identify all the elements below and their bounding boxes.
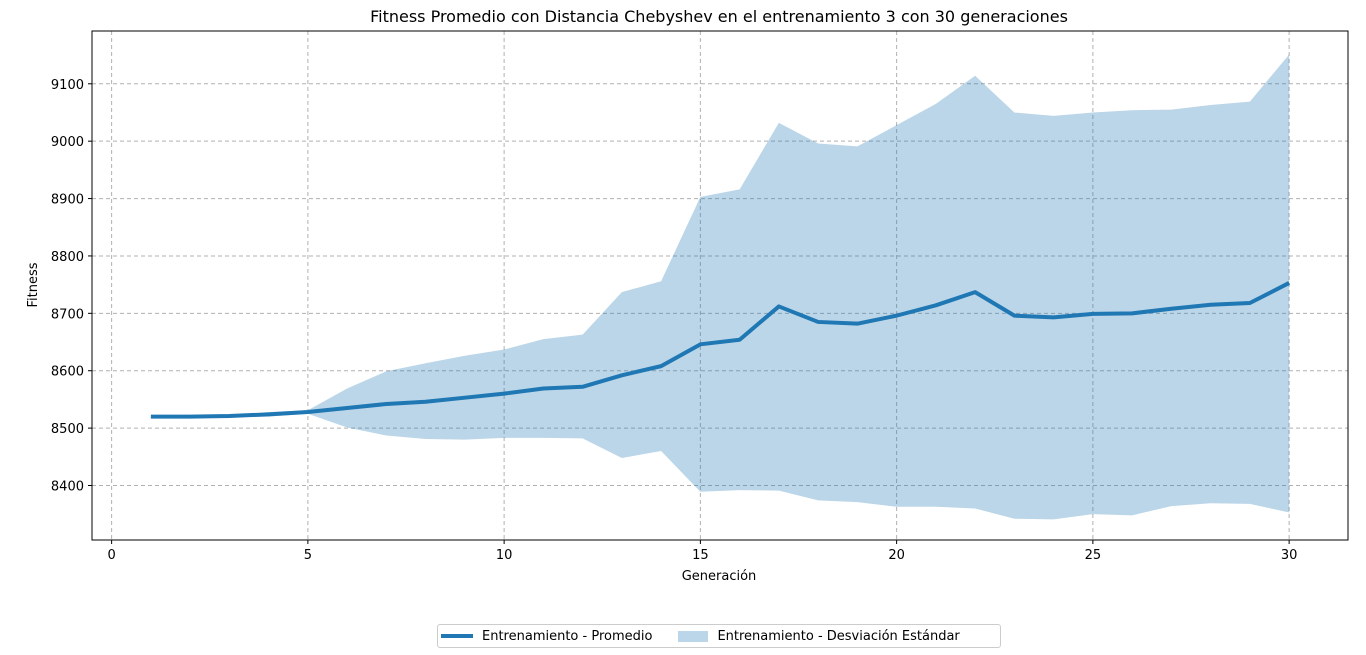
legend-item-std: Entrenamiento - Desviación Estándar [652, 628, 960, 644]
plot-frame [91, 30, 1349, 541]
y-axis-label: Fitness [26, 262, 41, 307]
legend-band-swatch [678, 630, 709, 642]
std-band-layer [150, 54, 1290, 520]
y-tick-label: 8400 [51, 479, 84, 494]
legend-label-std: Entrenamiento - Desviación Estándar [717, 628, 960, 644]
y-tick-label: 8700 [51, 307, 84, 322]
legend-item-mean: Entrenamiento - Promedio [438, 629, 652, 644]
y-tick-label: 8800 [51, 250, 84, 265]
x-tick-label: 20 [888, 548, 905, 563]
x-tick-label: 15 [692, 548, 709, 563]
chart-title: Fitness Promedio con Distancia Chebyshev… [370, 7, 1068, 26]
std-deviation-band [150, 54, 1290, 520]
x-tick-label: 5 [304, 548, 312, 563]
y-axis: 8400 8500 8600 8700 8800 8900 9000 9100 [51, 78, 92, 494]
y-tick-label: 8900 [51, 193, 84, 208]
x-axis: 0 5 10 15 20 25 30 [107, 540, 1297, 563]
legend-line-swatch [441, 634, 473, 638]
x-tick-label: 0 [107, 548, 115, 563]
mean-series-line [150, 281, 1291, 419]
mean-line-layer [150, 281, 1291, 419]
x-tick-label: 25 [1085, 548, 1102, 563]
y-tick-label: 9100 [51, 78, 84, 93]
legend: Entrenamiento - Promedio Entrenamiento -… [437, 624, 1001, 648]
y-tick-label: 8600 [51, 365, 84, 380]
x-tick-label: 30 [1281, 548, 1298, 563]
x-tick-label: 10 [496, 548, 513, 563]
y-tick-label: 9000 [51, 135, 84, 150]
x-axis-label: Generación [682, 569, 757, 584]
y-tick-label: 8500 [51, 422, 84, 437]
legend-label-mean: Entrenamiento - Promedio [482, 628, 653, 644]
